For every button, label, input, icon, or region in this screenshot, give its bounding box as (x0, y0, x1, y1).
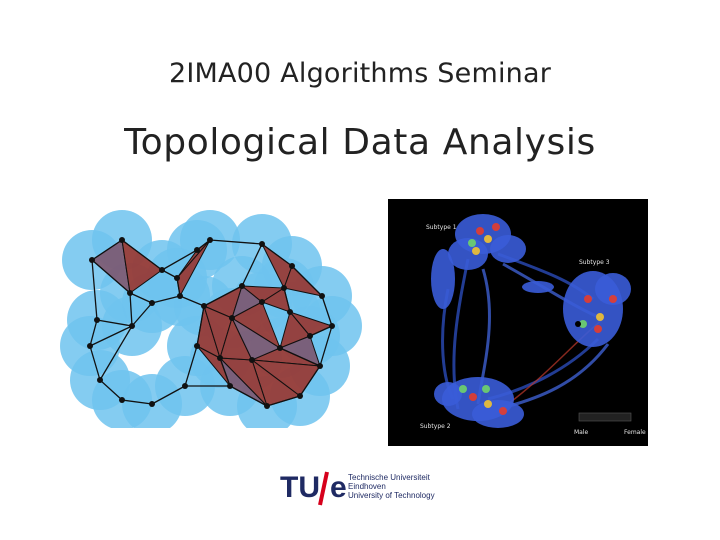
mapper-graph-illustration: Subtype 1 Subtype 3 Subtype 2 Male Femal… (388, 199, 648, 446)
svg-text:TU: TU (280, 471, 320, 504)
gender-label-male: Male (574, 429, 589, 436)
mapper-label-subtype2: Subtype 2 (420, 423, 451, 430)
presentation-title: Topological Data Analysis (124, 122, 596, 163)
simplicial-complex-illustration (60, 210, 362, 428)
gender-label-female: Female (624, 429, 646, 436)
logo-line-1: Technische Universiteit (348, 473, 430, 482)
mapper-label-subtype3: Subtype 3 (579, 259, 610, 266)
tue-logo-mark: TU e (280, 471, 347, 506)
course-title: 2IMA00 Algorithms Seminar (168, 58, 552, 89)
logo-line-2: Eindhoven (348, 482, 386, 491)
tue-logo: TU e Technische Universiteit Eindhoven U… (279, 466, 449, 506)
logo-line-3: University of Technology (348, 491, 435, 500)
mapper-label-subtype1: Subtype 1 (426, 224, 457, 231)
svg-text:e: e (330, 471, 347, 504)
gender-color-bar (578, 412, 632, 422)
